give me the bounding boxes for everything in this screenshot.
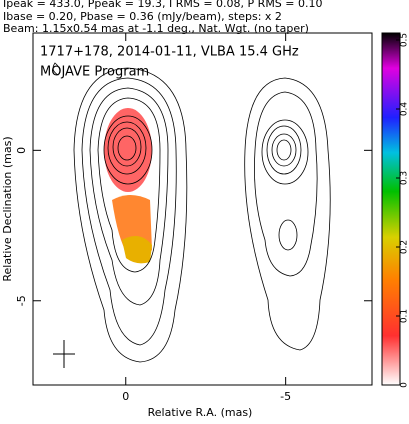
chart-subtitle: MOJAVE Program [40,65,149,80]
colorbar-tick-label: 0.2 [400,240,409,254]
header-line: Ibase = 0.20, Pbase = 0.36 (mJy/beam), s… [3,10,282,23]
x-tick-label: 0 [122,390,129,403]
x-tick-label: -5 [280,390,291,403]
y-tick-label: 0 [15,147,28,154]
contour-map [52,62,331,368]
chart-title: 1717+178, 2014-01-11, VLBA 15.4 GHz [40,45,299,60]
colorbar-tick-label: 0.4 [400,102,409,117]
header-line: Ipeak = 433.0, Ppeak = 19.3, I RMS = 0.0… [3,0,323,10]
y-tick-label: -5 [15,295,28,306]
header-line: Beam: 1.15x0.54 mas at -1.1 deg., Nat. W… [3,22,309,35]
y-axis-label: Relative Declination (mas) [1,136,14,281]
colorbar-tick-label: 0.1 [400,309,409,323]
colorbar-tick-label: 0.5 [400,33,409,47]
x-axis-label: Relative R.A. (mas) [148,406,253,419]
plot-frame [32,32,373,386]
colorbar [381,32,401,386]
colorbar-tick-label: 0 [400,382,409,388]
colorbar-tick-label: 0.3 [400,171,409,185]
